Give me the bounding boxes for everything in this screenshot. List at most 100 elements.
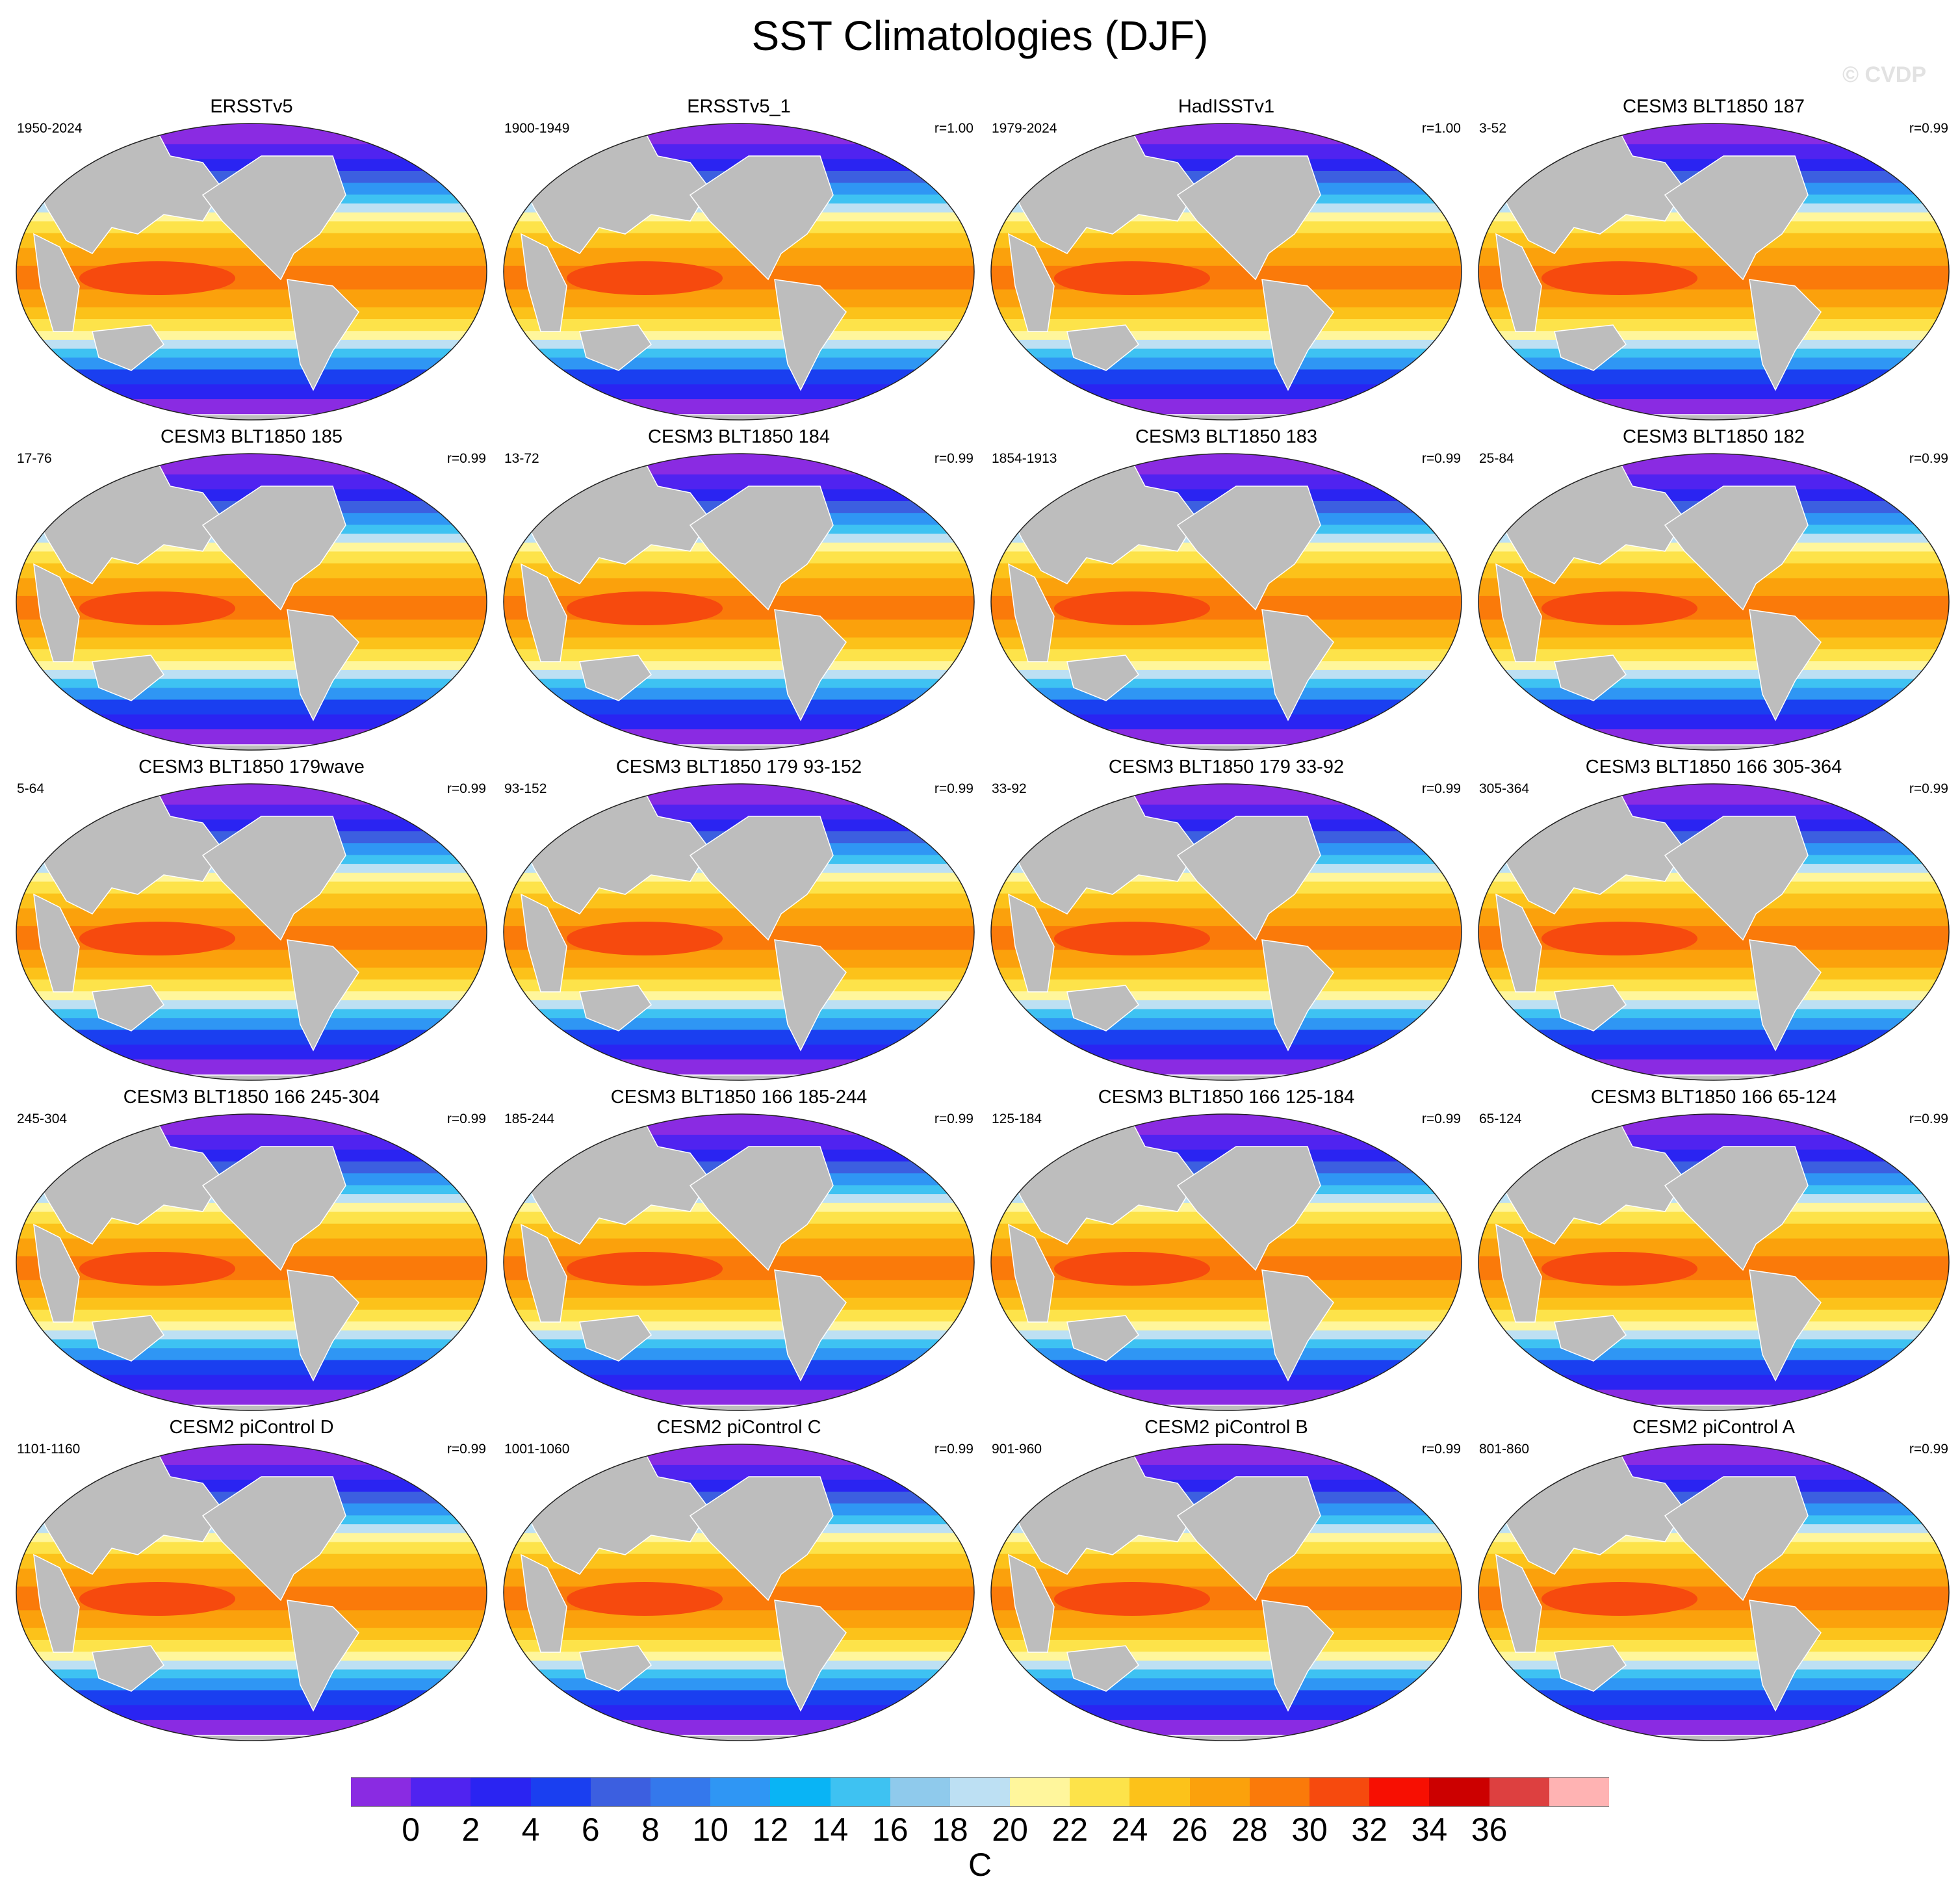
map-outline [503,453,975,751]
sst-band [1478,123,1949,145]
sst-map [503,1113,975,1411]
sst-band [991,991,1462,1001]
map-outline [1478,1444,1950,1741]
land-mass [1554,655,1627,701]
sst-band [16,289,487,308]
panel-title: CESM3 BLT1850 187 [1623,96,1805,117]
warm-pool [567,922,723,955]
land-mass [1495,233,1542,332]
sst-band [991,1610,1462,1629]
sst-band [1478,991,1949,1001]
colorbar-tick-label: 18 [932,1811,968,1848]
sst-band [16,1030,487,1046]
panel-title: ERSSTv5_1 [687,96,791,117]
sst-band [991,123,1462,145]
sst-band [1478,331,1949,341]
sst-band [504,369,974,385]
warm-pool [1054,1252,1210,1286]
sst-band [991,661,1462,671]
panel-title: CESM2 piControl C [656,1417,821,1438]
land-mass [1664,1476,1809,1602]
sst-band [16,1044,487,1061]
land-mass [1495,1223,1542,1323]
sst-band [991,289,1462,308]
panel-title: CESM2 piControl B [1144,1417,1308,1438]
warm-pool [79,922,235,955]
sst-band [16,1114,487,1135]
sst-band [991,979,1462,992]
map-panel: CESM3 BLT1850 179 33-92 33-92 r=0.99 [983,757,1470,1087]
map-outline [990,1444,1462,1741]
map-outline [1478,123,1950,421]
land-mass [92,1315,165,1362]
sst-band [16,307,487,320]
sst-band [1478,1134,1949,1150]
colorbar-segment [1549,1777,1610,1807]
land-mass [521,563,567,662]
sst-band [1478,784,1949,805]
sst-band [16,619,487,638]
panel-years: 245-304 [17,1111,68,1126]
land-mass [287,1269,359,1382]
map-outline [990,1113,1462,1411]
sst-band [16,714,487,731]
sst-band [504,688,974,701]
land-mass [1495,893,1542,992]
sst-band [504,1678,974,1691]
map-panel: CESM3 BLT1850 166 305-364 305-364 r=0.99 [1470,757,1957,1087]
sst-band [1478,1339,1949,1349]
sst-band [16,123,487,145]
sst-band [504,357,974,370]
sst-map [503,783,975,1081]
land-mass [33,563,80,662]
sst-band [16,1705,487,1721]
land-mass [1261,279,1334,391]
sst-band [991,1030,1462,1046]
sst-band [1478,1660,1949,1670]
sst-band [991,1628,1462,1641]
panel-title: HadISSTv1 [1178,96,1275,117]
sst-map [990,1113,1462,1411]
map-panel: CESM3 BLT1850 166 125-184 125-184 r=0.99 [983,1087,1470,1417]
sst-band [991,1280,1462,1299]
panel-years: 25-84 [1479,451,1514,466]
colorbar-tick-label: 4 [521,1811,540,1848]
sst-band [991,1464,1462,1481]
sst-band [991,1321,1462,1331]
map-outline [990,123,1462,421]
colorbar-tick-label: 22 [1051,1811,1089,1848]
land-mass [287,939,359,1052]
map-outline [503,1113,975,1411]
sst-band [1478,369,1949,385]
cvdp-watermark: © CVDP [1842,62,1926,87]
colorbar [351,1777,1610,1807]
sst-band [16,1000,487,1010]
map-panel: CESM2 piControl C 1001-1060 r=0.99 [495,1417,983,1747]
colorbar-segment [830,1777,891,1807]
land-mass [1495,563,1542,662]
sst-band [991,1339,1462,1349]
colorbar-segment [471,1777,532,1807]
sst-band [991,1678,1462,1691]
sst-band [504,637,974,650]
panel-years: 5-64 [17,781,45,796]
map-panel: CESM3 BLT1850 166 185-244 185-244 r=0.99 [495,1087,983,1417]
sst-band [1478,339,1949,350]
sst-band [1478,1044,1949,1061]
sst-band [1478,357,1949,370]
colorbar-tick-label: 6 [581,1811,600,1848]
sst-band [1478,1018,1949,1031]
sst-band [991,967,1462,980]
land-mass [1261,1269,1334,1382]
colorbar-tick-label: 32 [1351,1811,1388,1848]
sst-band [1478,1464,1949,1481]
land-mass [1664,1146,1809,1271]
sst-band [16,1678,487,1691]
warm-pool [79,1582,235,1616]
sst-band [504,714,974,731]
land-mass [1066,655,1140,701]
colorbar-tick-label: 24 [1111,1811,1148,1848]
sst-band [504,1134,974,1150]
sst-band [1478,1639,1949,1653]
land-mass [92,655,165,701]
